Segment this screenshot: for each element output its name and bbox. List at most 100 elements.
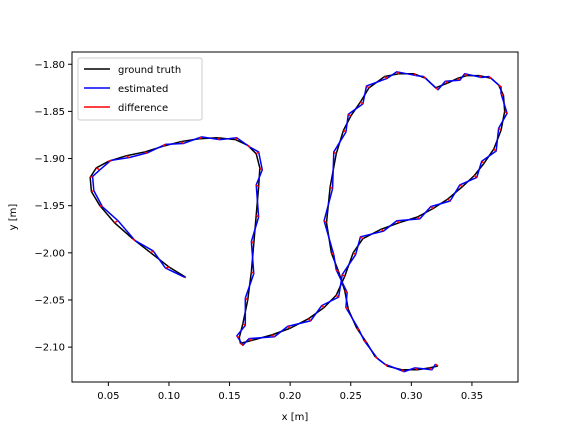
difference-segment [384,363,388,367]
difference-segment [459,184,463,188]
difference-segment [248,338,252,342]
x-tick-label: 0.30 [400,391,422,402]
difference-segment [380,228,384,232]
difference-segment [498,127,502,131]
difference-segment [165,266,170,269]
difference-segment [126,155,130,159]
difference-segment [250,240,255,244]
y-tick-label: −2.10 [34,343,65,354]
difference-segment [198,136,203,140]
difference-segment [108,159,112,163]
legend-box [77,57,203,121]
difference-segment [329,186,334,190]
difference-segment [307,318,312,322]
difference-segment [416,216,421,220]
x-tick-label: 0.15 [218,391,240,402]
difference-segment [234,137,238,141]
difference-segment [242,322,246,327]
difference-segment [429,367,433,371]
x-tick-label: 0.05 [97,391,119,402]
difference-segment [114,220,119,224]
x-tick-label: 0.35 [461,391,483,402]
difference-segment [356,327,360,331]
legend-label-difference: difference [118,103,168,114]
difference-segment [359,101,364,105]
difference-segment [396,71,400,75]
difference-segment [240,342,244,346]
difference-segment [359,236,364,240]
difference-segment [444,80,449,84]
y-tick-label: −1.85 [34,107,65,118]
difference-segment [95,167,101,171]
difference-segment [91,189,95,193]
difference-segment [504,110,508,114]
difference-segment [447,198,451,202]
difference-segment [401,369,405,373]
difference-segment [423,75,427,79]
difference-segment [343,129,347,133]
difference-segment [259,167,263,171]
difference-segment [341,273,346,277]
x-tick-label: 0.25 [340,391,362,402]
difference-segment [478,74,483,79]
x-tick-label: 0.10 [158,391,180,402]
difference-segment [287,325,291,329]
y-tick-label: −1.95 [34,201,65,212]
difference-segment [464,73,468,77]
difference-segment [384,75,388,79]
difference-segment [366,85,370,89]
x-tick-label: 0.20 [279,391,301,402]
difference-segment [493,148,497,152]
difference-segment [323,220,327,224]
difference-segment [500,92,504,96]
difference-segment [89,175,93,179]
difference-segment [244,297,249,301]
y-tick-label: −1.90 [34,154,65,165]
difference-segment [344,289,348,294]
y-tick-label: −2.00 [34,248,65,259]
difference-segment [255,151,260,155]
difference-segment [236,335,240,339]
y-tick-label: −2.05 [34,295,65,306]
difference-segment [488,75,492,79]
legend: ground truth estimated difference [77,57,203,121]
plot-area [89,71,508,373]
difference-segment [255,184,260,188]
difference-segment [414,367,418,371]
difference-segment [335,269,340,273]
difference-segment [144,151,148,154]
difference-segment [180,140,184,145]
y-axis-label: y [m] [8,204,19,231]
difference-segment [335,294,340,298]
difference-segment [347,113,352,117]
difference-segment [250,271,255,275]
difference-segment [481,160,485,164]
difference-segment [247,144,251,148]
difference-segment [352,252,357,256]
difference-segment [330,252,335,256]
difference-segment [271,334,275,338]
legend-label-ground-truth: ground truth [118,65,181,76]
difference-segment [216,137,221,141]
difference-segment [435,87,439,91]
difference-segment [132,238,136,242]
difference-segment [333,151,337,155]
difference-segment [430,206,434,210]
difference-segment [255,214,260,218]
difference-segment [321,305,325,309]
difference-segment [99,204,103,208]
difference-segment [363,339,367,343]
difference-segment [435,363,439,367]
difference-segment [473,174,478,178]
difference-segment [345,306,349,310]
difference-segment [150,250,154,254]
legend-label-estimated: estimated [118,84,168,95]
difference-segment [162,143,166,147]
x-axis-label: x [m] [282,412,309,423]
x-axis: 0.05 0.10 0.15 0.20 0.25 0.30 0.35 [97,382,483,402]
axes-frame [71,51,519,383]
y-tick-label: −1.80 [34,60,65,71]
difference-segment [456,77,461,81]
y-axis: −1.80 −1.85 −1.90 −1.95 −2.00 −2.05 −2.10 [34,60,72,354]
